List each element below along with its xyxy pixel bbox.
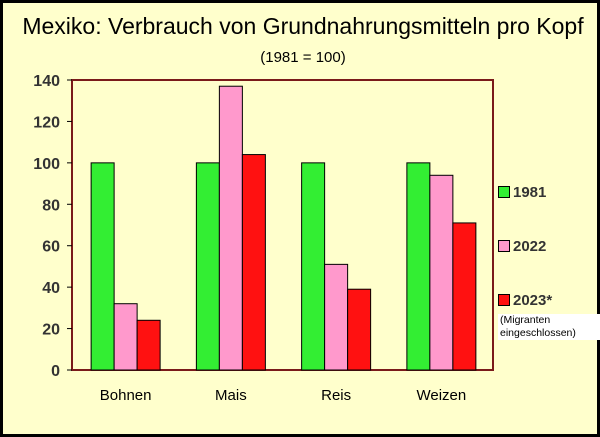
legend-item-2023: 2023* <box>498 292 552 309</box>
legend-swatch-2022 <box>498 240 510 252</box>
y-tick-label: 20 <box>42 322 60 339</box>
y-tick-label: 120 <box>33 114 60 131</box>
legend-item-1981: 1981 <box>498 184 546 201</box>
bar-2022-reis <box>324 263 349 371</box>
legend-label-2023: 2023* <box>513 292 553 309</box>
bar-2023-reis <box>347 288 372 371</box>
y-tick-label: 140 <box>33 73 60 90</box>
bar-1981-weizen <box>406 162 431 371</box>
legend-label-2022: 2022 <box>513 238 547 255</box>
bar-2023-mais <box>241 154 266 371</box>
plot-area <box>71 79 494 371</box>
x-tick-label: Bohnen <box>100 387 152 404</box>
y-tick-label: 100 <box>33 156 60 173</box>
bar-2023-weizen <box>452 222 477 371</box>
bar-2022-weizen <box>429 174 454 371</box>
bar-1981-reis <box>301 162 326 371</box>
y-tick-label: 80 <box>42 197 60 214</box>
legend-label-1981: 1981 <box>513 184 547 201</box>
chart-title: Mexiko: Verbrauch von Grundnahrungsmitte… <box>22 13 584 39</box>
bar-1981-bohnen <box>90 162 115 371</box>
y-tick-label: 0 <box>51 363 60 380</box>
bar-2022-mais <box>218 85 243 371</box>
y-tick-label: 40 <box>42 280 60 297</box>
x-tick-label: Weizen <box>417 387 467 404</box>
bar-2022-bohnen <box>113 303 138 371</box>
y-tick-label: 60 <box>42 239 60 256</box>
chart-subtitle: (1981 = 100) <box>260 49 346 66</box>
x-tick-label: Mais <box>215 387 247 404</box>
legend-swatch-1981 <box>498 186 510 198</box>
legend-swatch-2023 <box>498 294 510 306</box>
legend-note: (Migranten eingeschlossen) <box>498 314 600 340</box>
bar-1981-mais <box>195 162 220 371</box>
legend-item-2022: 2022 <box>498 238 546 255</box>
x-tick-label: Reis <box>321 387 351 404</box>
bar-2023-bohnen <box>136 319 161 371</box>
